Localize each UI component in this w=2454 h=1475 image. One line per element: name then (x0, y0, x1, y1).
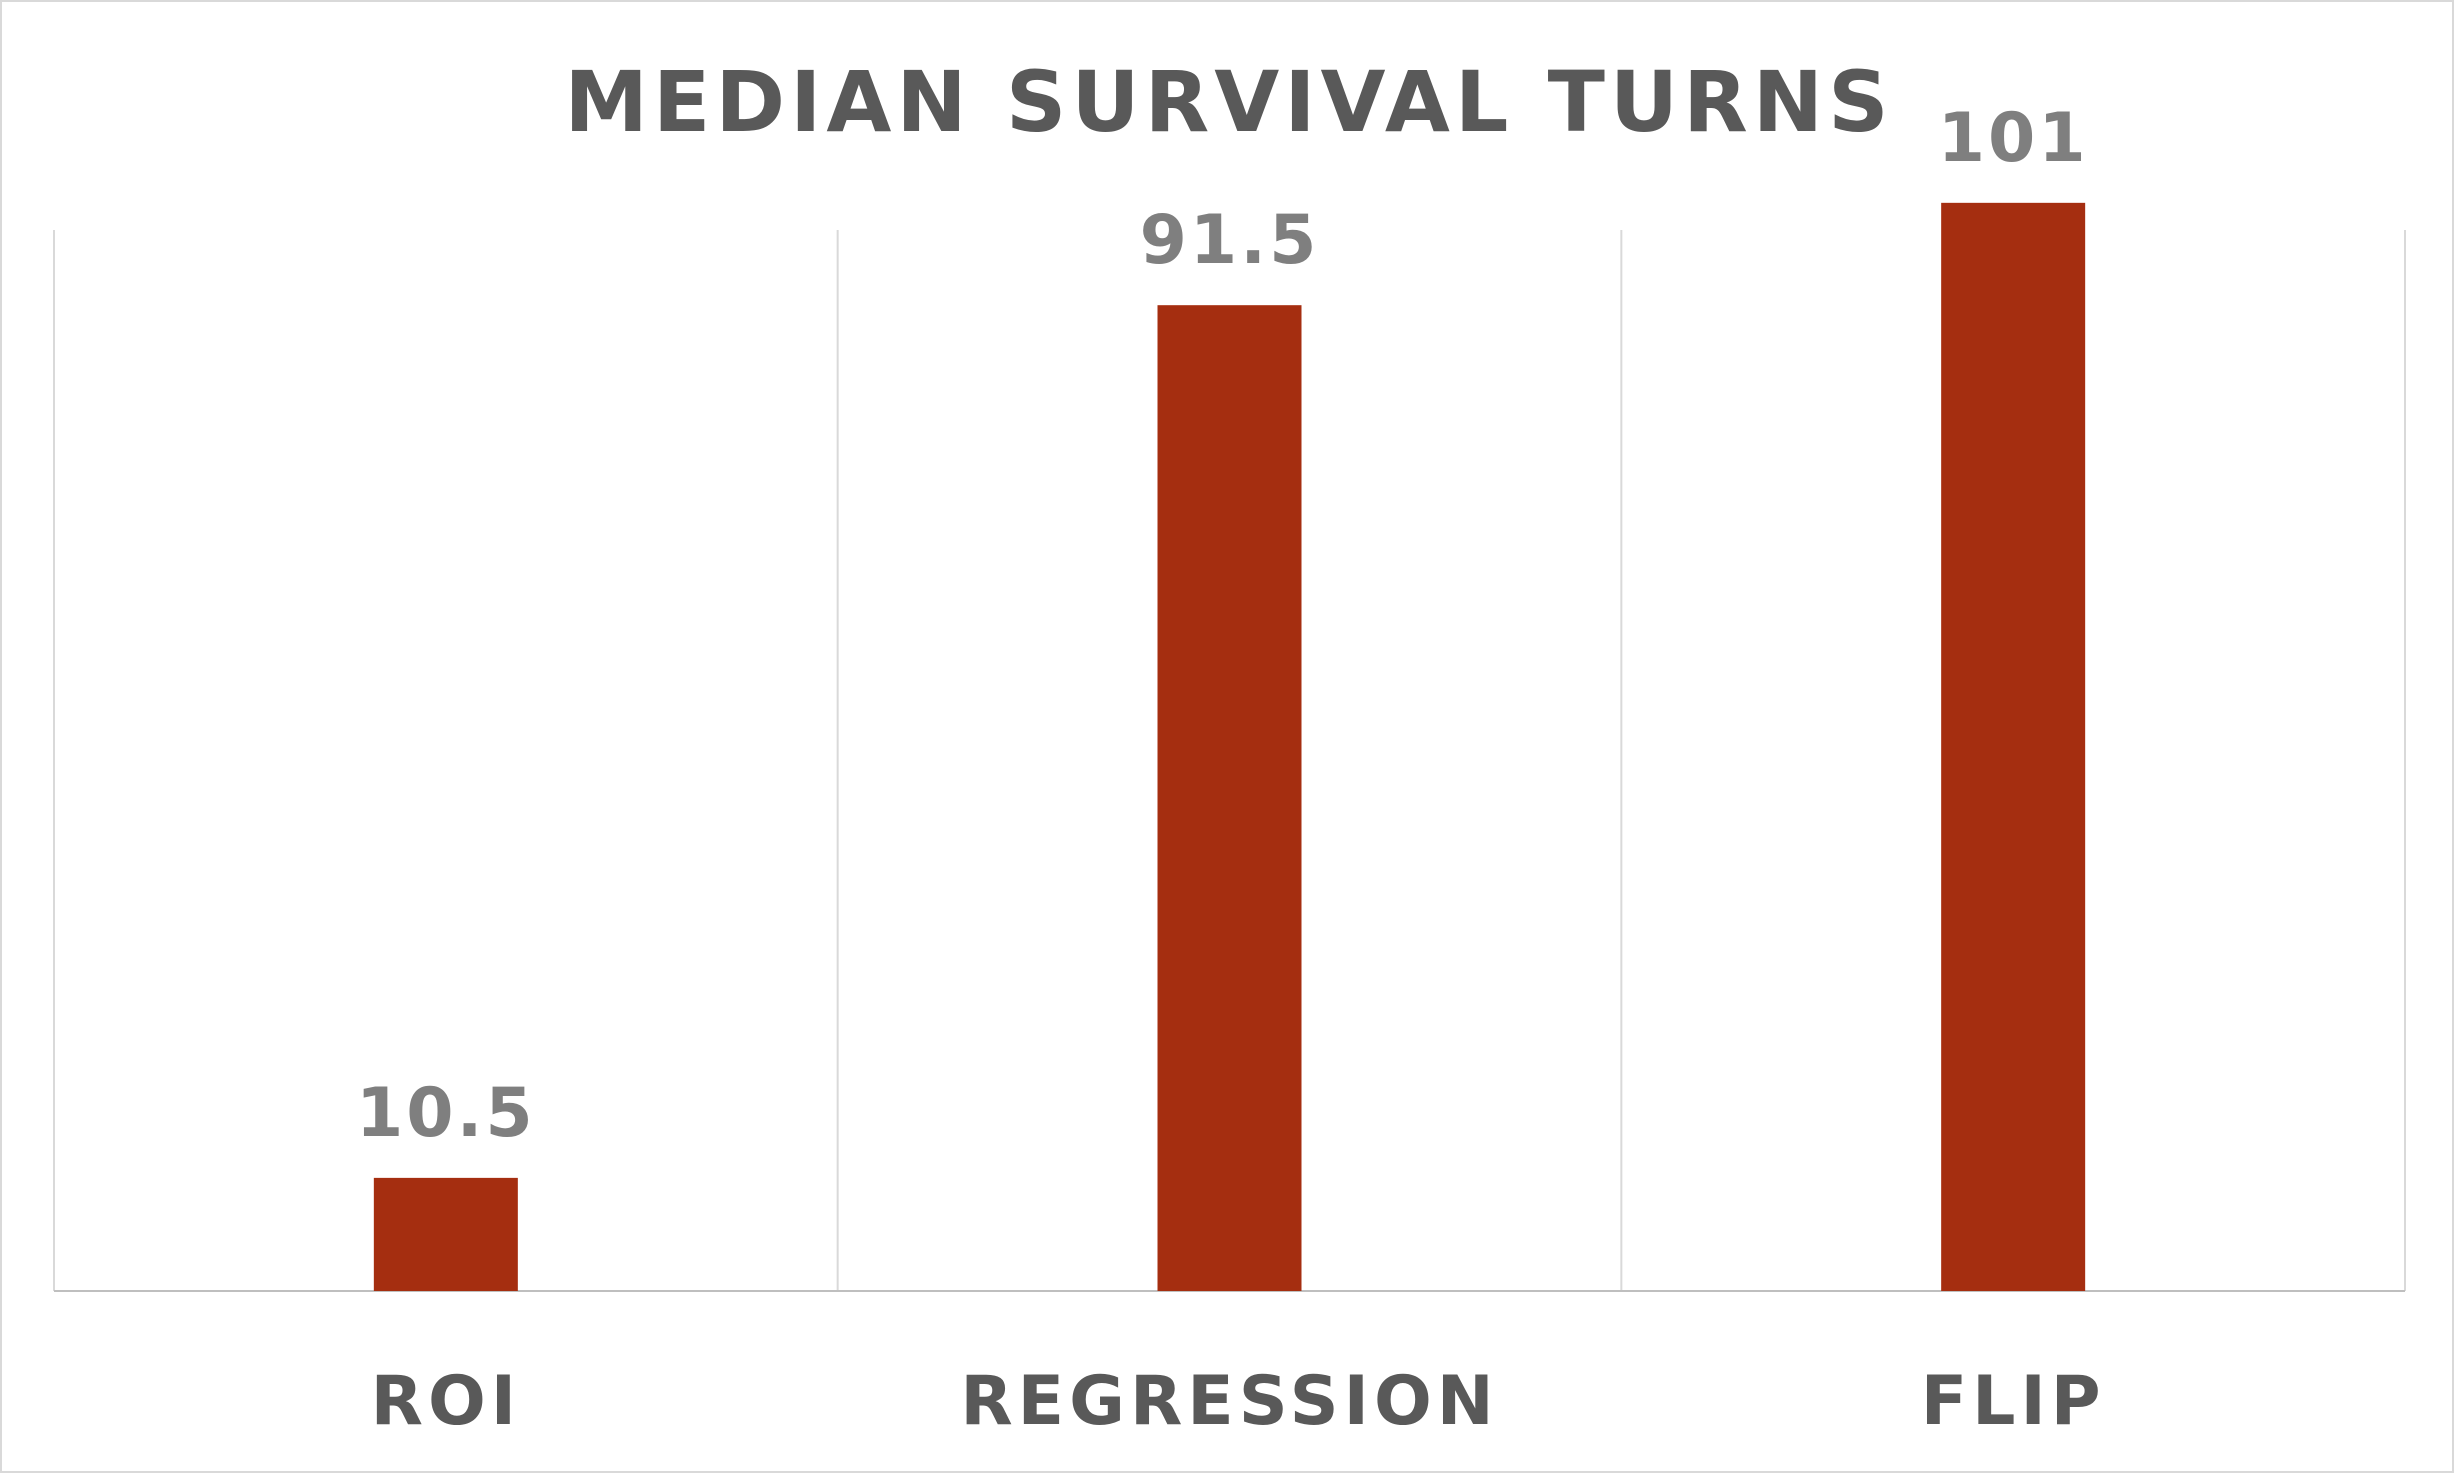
bar (1941, 202, 2086, 1292)
data-label: 101 (1938, 99, 2089, 178)
bar (1157, 305, 1302, 1291)
category-label: ROI (371, 1362, 521, 1441)
data-label: 10.5 (356, 1074, 536, 1153)
category-label: REGRESSION (960, 1362, 1498, 1441)
data-label: 91.5 (1140, 201, 1320, 280)
chart-title: MEDIAN SURVIVAL TURNS (564, 53, 1894, 151)
bar (373, 1177, 518, 1291)
category-label: FLIP (1921, 1362, 2106, 1441)
